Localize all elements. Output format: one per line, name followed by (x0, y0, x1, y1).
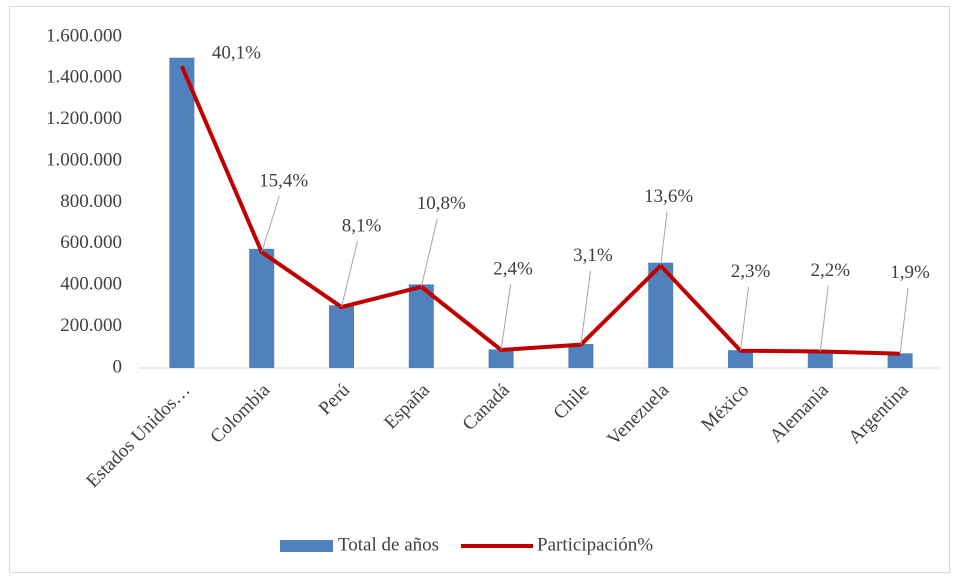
legend-label: Total de años (338, 534, 439, 555)
y-tick-label: 1.000.000 (46, 149, 122, 170)
leader-line (261, 196, 280, 253)
data-label: 3,1% (573, 245, 613, 266)
y-tick-label: 600.000 (60, 232, 122, 253)
chart-border (9, 6, 950, 573)
bar (169, 57, 195, 368)
data-label: 2,2% (811, 260, 851, 281)
legend-swatch (280, 540, 333, 552)
data-label: 1,9% (890, 262, 930, 283)
data-label: 13,6% (644, 186, 693, 207)
bar (648, 262, 674, 368)
y-tick-label: 0 (113, 356, 123, 377)
y-tick-label: 400.000 (60, 274, 122, 295)
bar (249, 248, 275, 368)
y-tick-label: 1.200.000 (46, 108, 122, 129)
leader-line (341, 240, 358, 308)
y-tick-label: 1.400.000 (46, 67, 122, 88)
leader-line (420, 218, 438, 287)
bar (329, 305, 354, 368)
leader-line (819, 285, 829, 352)
line (180, 65, 901, 356)
leader-line (660, 211, 668, 266)
leader-line (500, 283, 512, 351)
data-label: 2,4% (493, 258, 533, 279)
data-label: 10,8% (417, 193, 466, 214)
leader-line (899, 287, 909, 354)
leader-line (740, 286, 749, 351)
bar (488, 349, 514, 368)
data-label: 8,1% (342, 215, 382, 236)
data-label: 40,1% (212, 43, 261, 64)
y-tick-label: 1.600.000 (46, 25, 122, 46)
bar (568, 344, 594, 368)
bar (887, 353, 913, 368)
bar (408, 284, 434, 368)
bar (728, 350, 753, 368)
data-label: 15,4% (259, 171, 308, 192)
data-label: 2,3% (731, 261, 771, 282)
y-tick-label: 200.000 (60, 315, 122, 336)
bar (807, 351, 833, 368)
leader-line (580, 270, 591, 345)
legend-label: Participación% (537, 534, 653, 555)
y-tick-label: 800.000 (60, 191, 122, 212)
